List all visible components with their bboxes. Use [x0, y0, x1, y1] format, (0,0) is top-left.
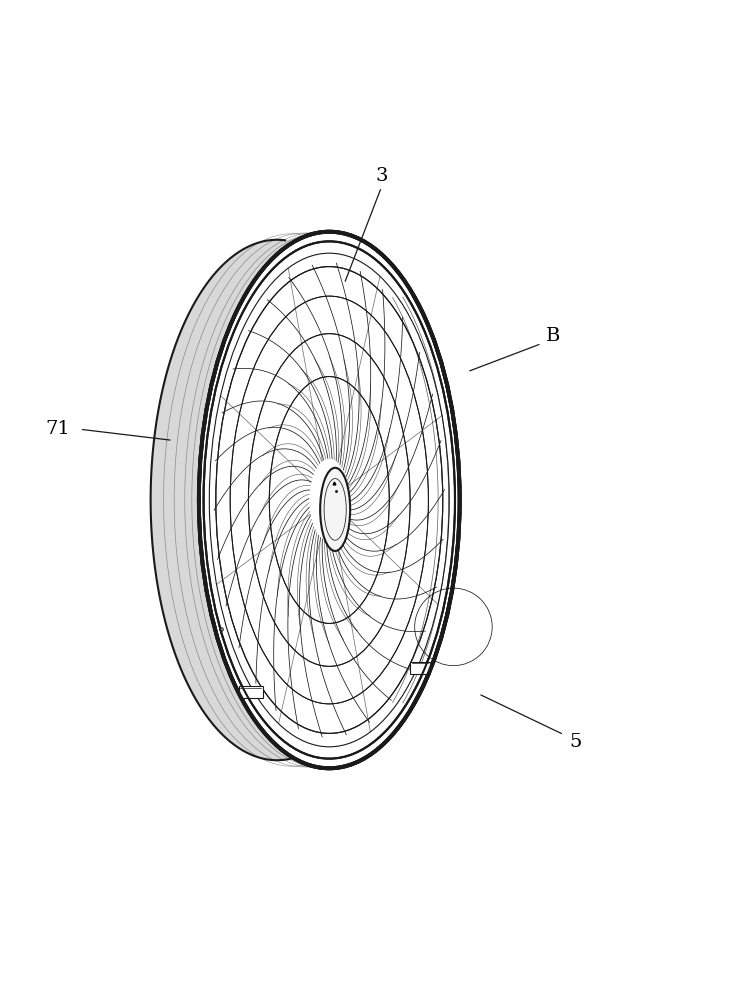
Text: B: B [545, 327, 560, 345]
Text: 3: 3 [375, 167, 387, 185]
Polygon shape [150, 232, 349, 768]
Ellipse shape [199, 232, 460, 768]
Ellipse shape [320, 468, 350, 551]
Text: 5: 5 [569, 733, 581, 751]
Text: 71: 71 [45, 420, 70, 438]
FancyBboxPatch shape [410, 662, 429, 674]
FancyBboxPatch shape [239, 686, 263, 698]
